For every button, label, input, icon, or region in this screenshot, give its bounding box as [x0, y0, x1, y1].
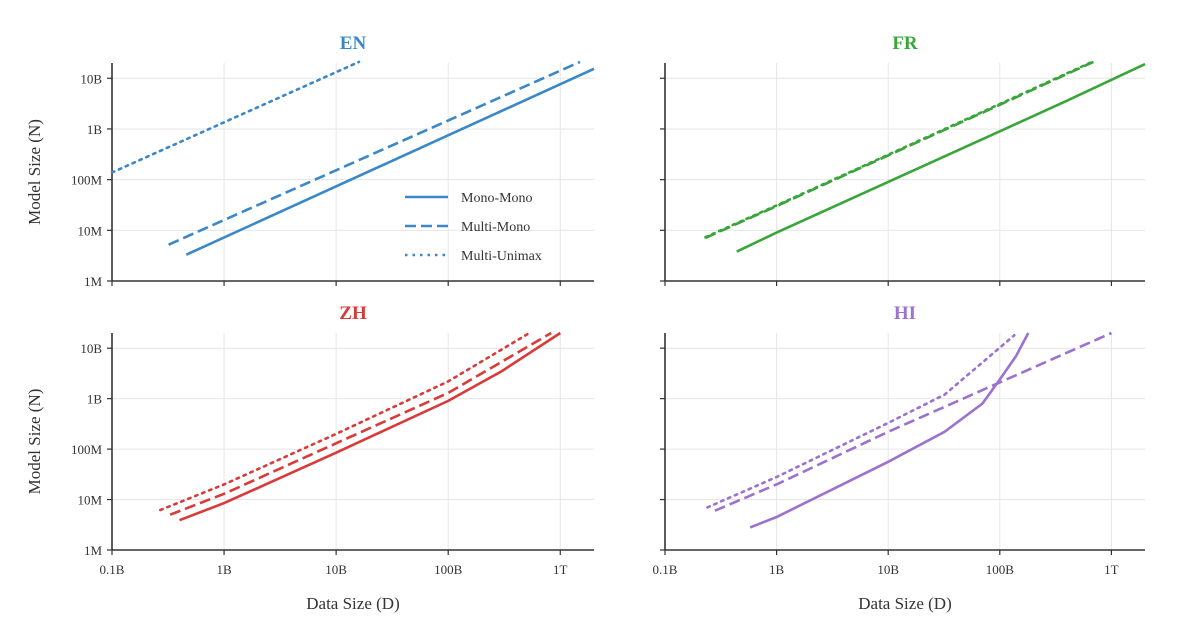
x-axis-label: Data Size (D)	[858, 594, 951, 613]
panel-title: EN	[340, 33, 367, 54]
x-tick-label: 100B	[434, 562, 463, 577]
panel-title: ZH	[339, 303, 367, 324]
series-line-multi-unimax	[159, 331, 531, 512]
series-line-mono-mono	[185, 67, 595, 256]
panel-hi: 0.1B 1B 10B 100B 1T HI Data Size (D)	[653, 303, 1145, 613]
y-tick-label: 1M	[84, 543, 103, 558]
y-tick-label: 100M	[71, 442, 103, 457]
y-tick-label: 100M	[71, 173, 103, 188]
x-tick-label: 1B	[216, 562, 232, 577]
series-line-multi-unimax	[704, 60, 1094, 239]
x-tick-label: 100B	[986, 562, 1015, 577]
y-tick-label: 10M	[77, 493, 102, 508]
series-line-multi-mono	[169, 331, 552, 516]
x-tick-label: 10B	[877, 562, 899, 577]
legend: Mono-Mono Multi-Mono Multi-Unimax	[405, 191, 542, 264]
legend-label: Mono-Mono	[461, 191, 533, 206]
x-tick-label: 1B	[769, 562, 785, 577]
series-line-multi-unimax	[706, 333, 1016, 509]
series-line-multi-mono	[714, 331, 1112, 512]
x-tick-label: 0.1B	[653, 562, 678, 577]
y-tick-label: 1B	[87, 392, 103, 407]
series-line-mono-mono	[749, 332, 1030, 529]
y-tick-label: 10B	[80, 71, 102, 86]
series-line-mono-mono	[736, 62, 1146, 253]
legend-label: Multi-Unimax	[461, 249, 542, 264]
panel-zh: 0.1B 1B 10B 100B 1T 1M 10M 100M 1B 10B ZH Model Siz…	[25, 303, 594, 613]
series-line-multi-unimax	[110, 60, 361, 174]
x-tick-label: 1T	[1104, 562, 1119, 577]
panel-title: HI	[894, 303, 916, 324]
y-axis-label: Model Size (N)	[25, 389, 44, 495]
series-line-multi-mono	[168, 60, 581, 246]
y-tick-label: 1B	[87, 122, 103, 137]
x-axis-label: Data Size (D)	[306, 594, 399, 613]
legend-label: Multi-Mono	[461, 220, 530, 235]
x-tick-label: 0.1B	[100, 562, 125, 577]
y-axis-label: Model Size (N)	[25, 119, 44, 225]
series-line-mono-mono	[179, 331, 562, 522]
y-tick-label: 10M	[77, 223, 102, 238]
y-tick-label: 10B	[80, 341, 102, 356]
x-tick-label: 10B	[325, 562, 347, 577]
panel-fr: FR	[660, 33, 1146, 286]
x-tick-label: 1T	[553, 562, 568, 577]
panel-title: FR	[892, 33, 918, 54]
y-tick-label: 1M	[84, 274, 103, 289]
